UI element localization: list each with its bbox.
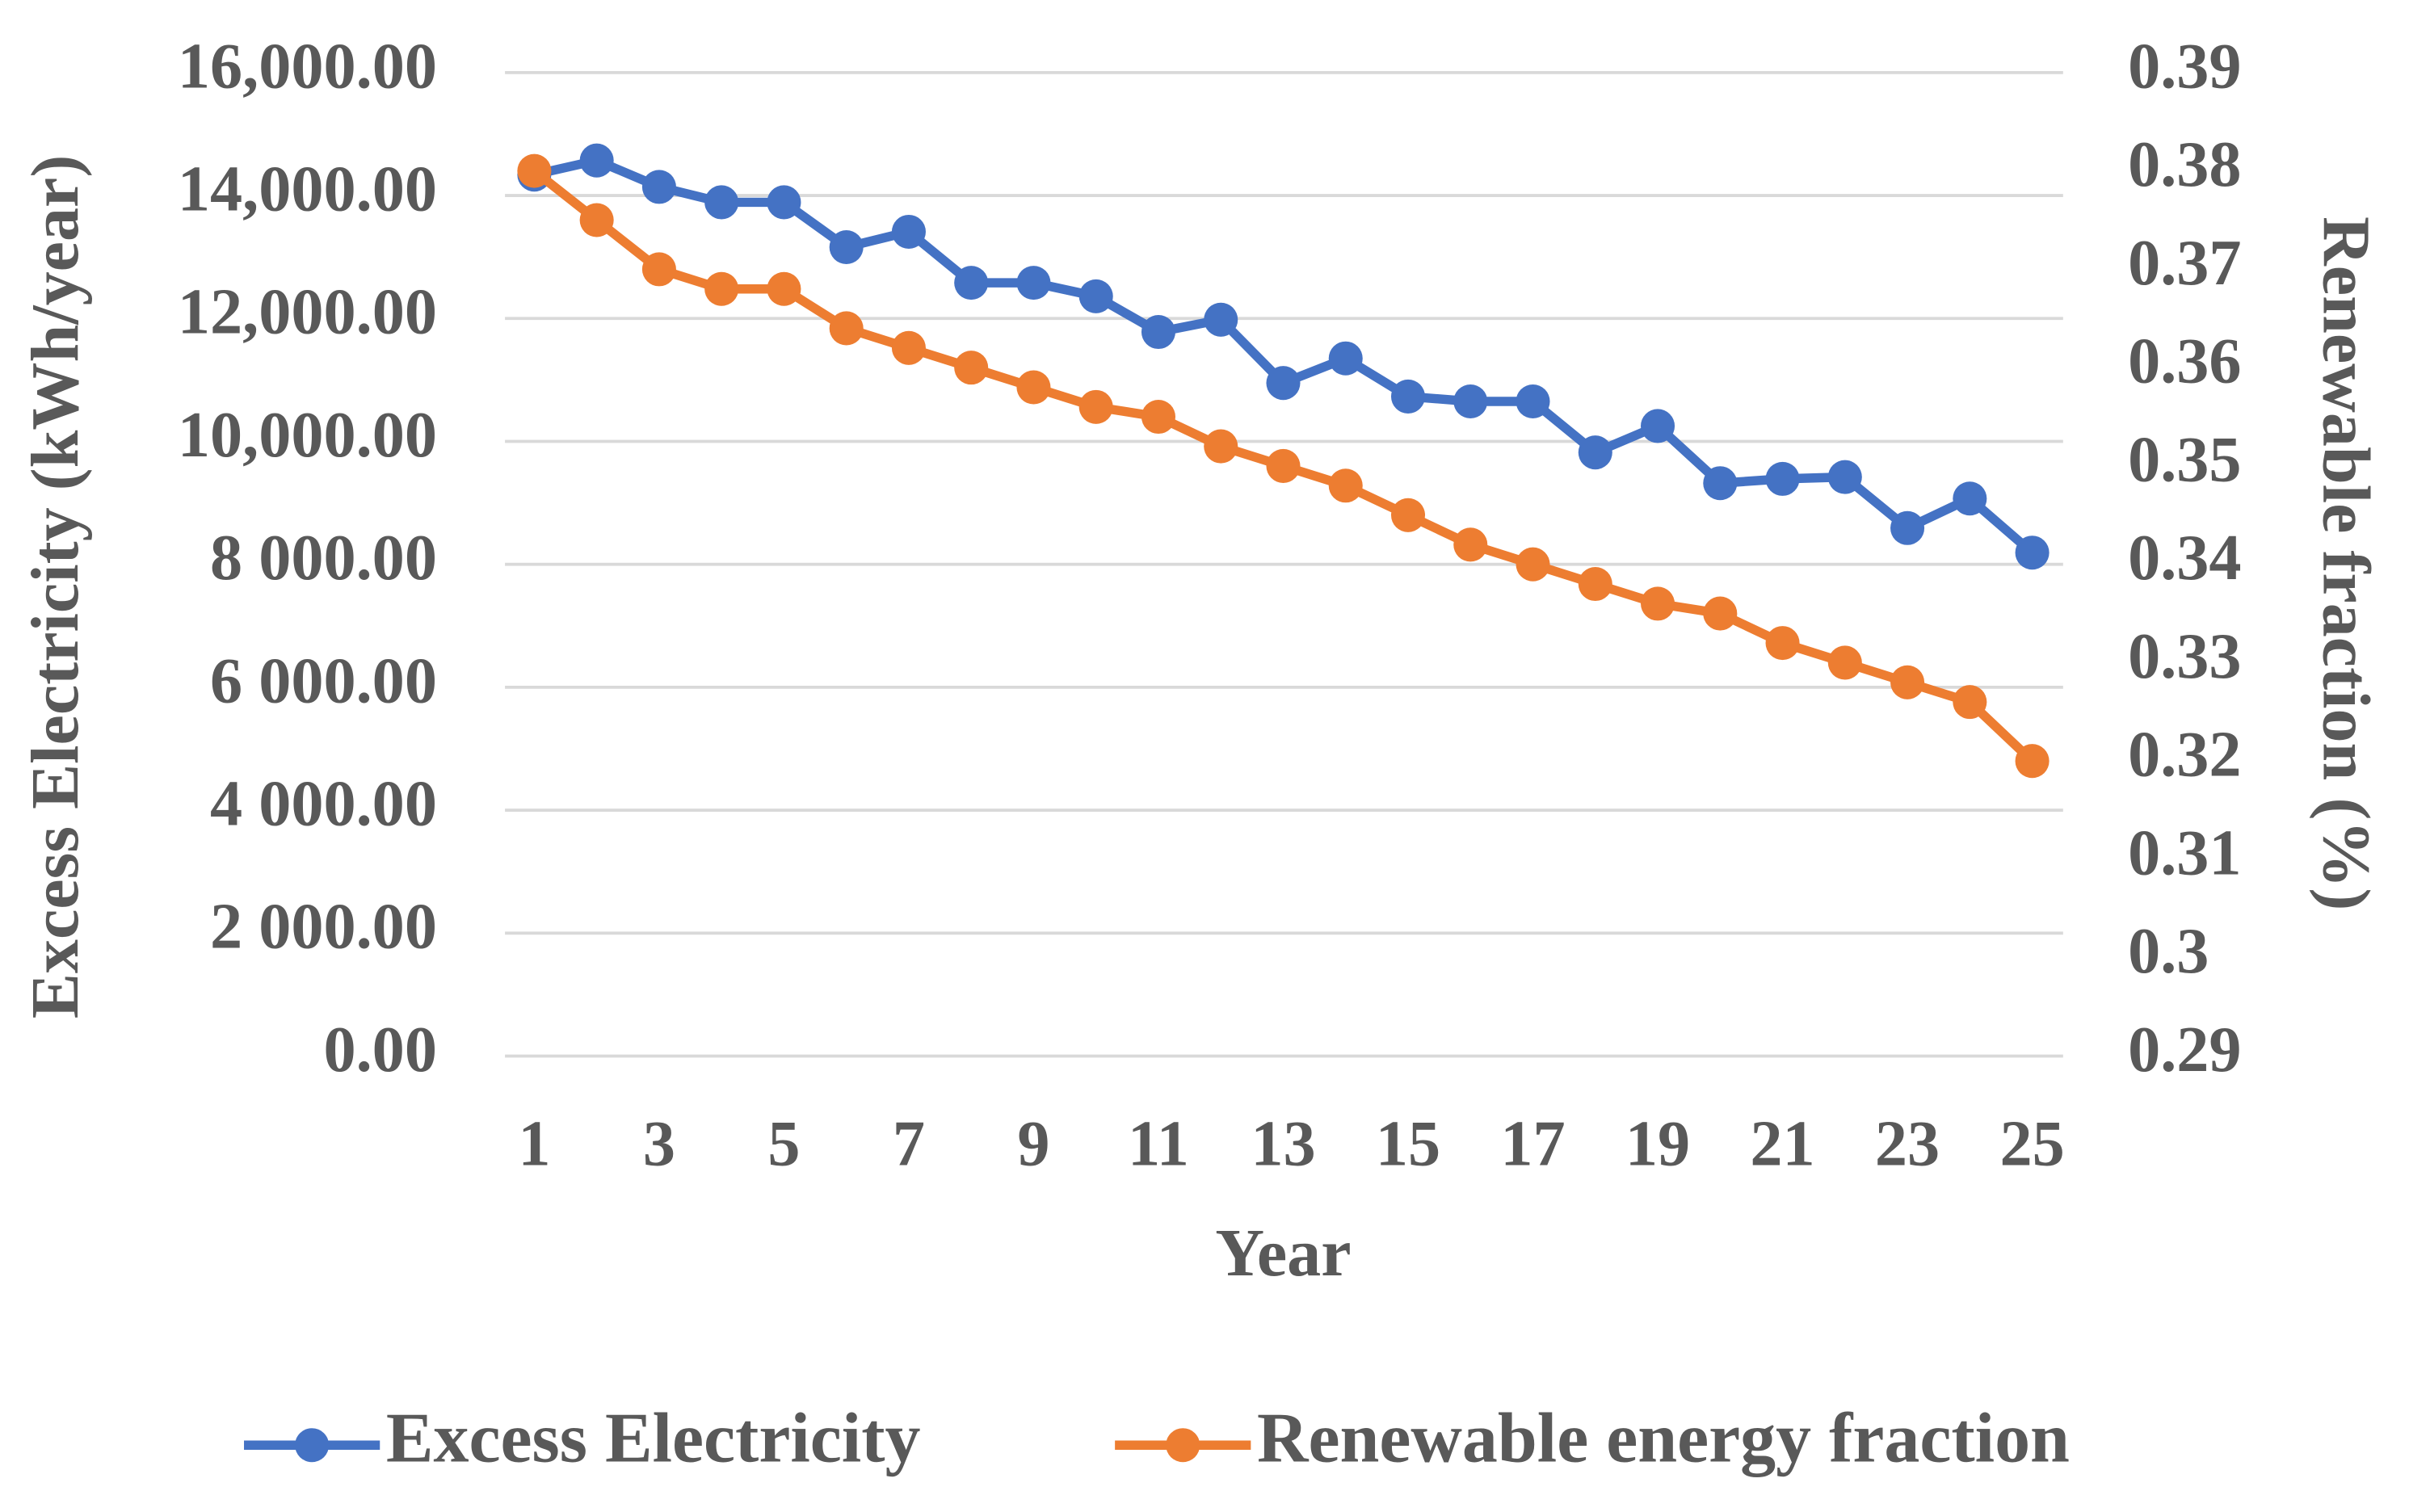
data-point <box>704 271 739 306</box>
y-tick-label: 0.00 <box>323 1014 436 1086</box>
y2-axis-title: Renewable fraction (%) <box>2309 216 2384 910</box>
data-point <box>1890 665 1925 699</box>
data-point <box>1641 409 1675 443</box>
data-point <box>1078 389 1113 424</box>
data-point <box>829 229 864 265</box>
data-point <box>1953 481 1987 516</box>
data-point <box>1453 527 1488 562</box>
data-point <box>1016 266 1051 300</box>
y-tick-label: 2 000.00 <box>210 891 437 963</box>
data-point <box>517 153 552 188</box>
x-tick-label: 13 <box>1251 1108 1315 1180</box>
data-point <box>1453 384 1488 419</box>
data-point <box>1578 567 1612 602</box>
data-point <box>1516 547 1550 582</box>
y2-tick-label: 0.32 <box>2128 719 2241 791</box>
data-point <box>1953 685 1987 720</box>
y2-tick-label: 0.38 <box>2128 128 2241 200</box>
x-tick-label: 17 <box>1500 1108 1565 1180</box>
data-point <box>1328 468 1363 503</box>
data-point <box>1266 448 1301 483</box>
data-point <box>1827 460 1862 494</box>
x-tick-label: 1 <box>518 1108 550 1180</box>
data-point <box>891 330 926 365</box>
data-point <box>579 203 614 237</box>
x-tick-label: 15 <box>1376 1108 1440 1180</box>
data-point <box>1204 302 1238 337</box>
y2-tick-label: 0.31 <box>2128 817 2241 888</box>
x-tick-label: 23 <box>1875 1108 1940 1180</box>
y-axis-title: Excess Electricity (kWh/year) <box>18 155 93 1019</box>
data-point <box>1328 341 1363 376</box>
legend-label: Renewable energy fraction <box>1257 1399 2070 1477</box>
x-tick-label: 19 <box>1625 1108 1690 1180</box>
x-tick-label: 9 <box>1017 1108 1049 1180</box>
series-line <box>533 155 2036 556</box>
y-tick-label: 10,000.00 <box>178 399 437 471</box>
x-tick-label: 7 <box>893 1108 925 1180</box>
data-point <box>954 266 989 300</box>
y2-tick-label: 0.29 <box>2128 1014 2241 1086</box>
data-point <box>767 185 801 220</box>
data-point <box>891 214 926 249</box>
y2-tick-label: 0.34 <box>2128 522 2241 594</box>
data-point <box>1703 596 1738 631</box>
data-point <box>1765 461 1800 496</box>
x-tick-label: 21 <box>1750 1108 1814 1180</box>
data-point <box>1141 314 1175 350</box>
y2-tick-label: 0.39 <box>2128 30 2241 102</box>
data-point <box>954 351 989 385</box>
x-axis-title: Year <box>1215 1216 1351 1291</box>
data-point <box>2015 536 2050 570</box>
y2-tick-label: 0.3 <box>2128 915 2209 987</box>
data-point <box>1016 370 1051 405</box>
data-point <box>829 311 864 346</box>
data-point <box>641 252 676 287</box>
data-point <box>1204 429 1238 464</box>
data-point <box>1578 435 1612 470</box>
data-point <box>1266 366 1301 401</box>
y-tick-label: 16,000.00 <box>178 30 437 102</box>
x-tick-label: 11 <box>1128 1108 1189 1180</box>
y-tick-label: 14,000.00 <box>178 153 437 225</box>
data-point <box>1890 510 1925 545</box>
legend-marker <box>1166 1428 1200 1463</box>
data-point <box>2015 744 2050 779</box>
legend-marker <box>295 1428 330 1463</box>
y-tick-label: 8 000.00 <box>210 522 437 594</box>
data-point <box>1078 279 1113 313</box>
x-tick-label: 3 <box>643 1108 675 1180</box>
y-tick-label: 4 000.00 <box>210 768 437 840</box>
data-point <box>1390 379 1426 414</box>
data-point <box>1390 498 1426 532</box>
y2-tick-label: 0.33 <box>2128 620 2241 692</box>
y-tick-label: 12,000.00 <box>178 276 437 348</box>
data-point <box>1765 626 1800 661</box>
y2-tick-label: 0.36 <box>2128 326 2241 397</box>
data-point <box>579 143 614 178</box>
data-point <box>1827 645 1862 680</box>
data-point <box>641 170 676 204</box>
y-tick-label: 6 000.00 <box>210 645 437 716</box>
data-point <box>1141 400 1175 435</box>
data-point <box>1641 586 1675 621</box>
legend-label: Excess Electricity <box>386 1399 921 1477</box>
data-point <box>767 271 801 306</box>
y2-tick-label: 0.37 <box>2128 227 2241 299</box>
x-tick-label: 25 <box>1999 1108 2064 1180</box>
data-point <box>704 185 739 220</box>
data-point <box>1703 466 1738 501</box>
data-point <box>1516 384 1550 419</box>
y2-tick-label: 0.35 <box>2128 423 2241 495</box>
x-tick-label: 5 <box>767 1108 800 1180</box>
